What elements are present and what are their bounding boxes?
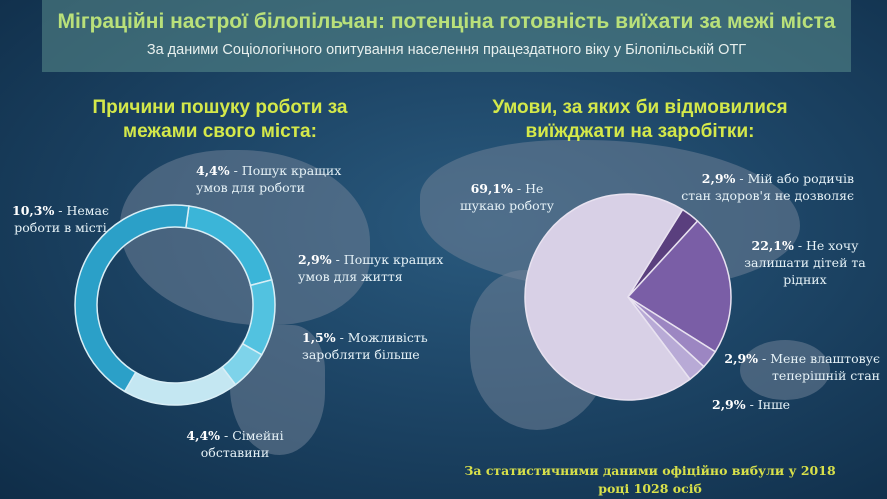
donut-slice-2 [241, 278, 276, 356]
pie-slice-5 [524, 193, 692, 401]
pie-chart [524, 193, 732, 401]
donut-label-work-conditions: 4,4% - Пошук кращих умов для роботи [196, 163, 342, 195]
pie-label-health: 2,9% - Мій або родичів стан здоров'я не … [681, 171, 854, 203]
donut-slice-1 [185, 205, 273, 287]
donut-label-earn-more: 1,5% - Можливість заробляти більше [302, 330, 428, 362]
pie-chart-title: Умови, за яких би відмовилися виїжджати … [492, 97, 788, 142]
page-subtitle: За даними Соціологічного опитування насе… [146, 42, 747, 58]
donut-label-life-conditions: 2,9% - Пошук кращих умов для життя [298, 252, 444, 284]
donut-slice-4 [123, 366, 237, 406]
donut-label-family: 4,4% - Сімейні обставини [186, 428, 284, 460]
donut-slice-5 [74, 204, 190, 393]
pie-label-not-looking: 69,1% - Не шукаю роботу [460, 181, 554, 213]
pie-label-other: 2,9% - Інше [712, 397, 791, 412]
donut-label-no-work: 10,3% - Немає роботи в місті [12, 203, 109, 235]
page-title: Міграційні настрої білопільчан: потенцін… [57, 10, 836, 33]
map-australia [740, 340, 830, 400]
pie-slice-2 [626, 219, 732, 353]
pie-label-satisfied: 2,9% - Мене влаштовує теперішній стан [724, 351, 880, 383]
donut-chart-title: Причини пошуку роботи за межами свого мі… [92, 97, 348, 142]
donut-chart [74, 204, 276, 406]
footer-note: За статистичними даними офіційно вибули … [464, 463, 836, 496]
pie-label-children: 22,1% - Не хочу залишати дітей та рідних [744, 238, 866, 287]
header-banner: Міграційні настрої білопільчан: потенцін… [42, 0, 851, 72]
